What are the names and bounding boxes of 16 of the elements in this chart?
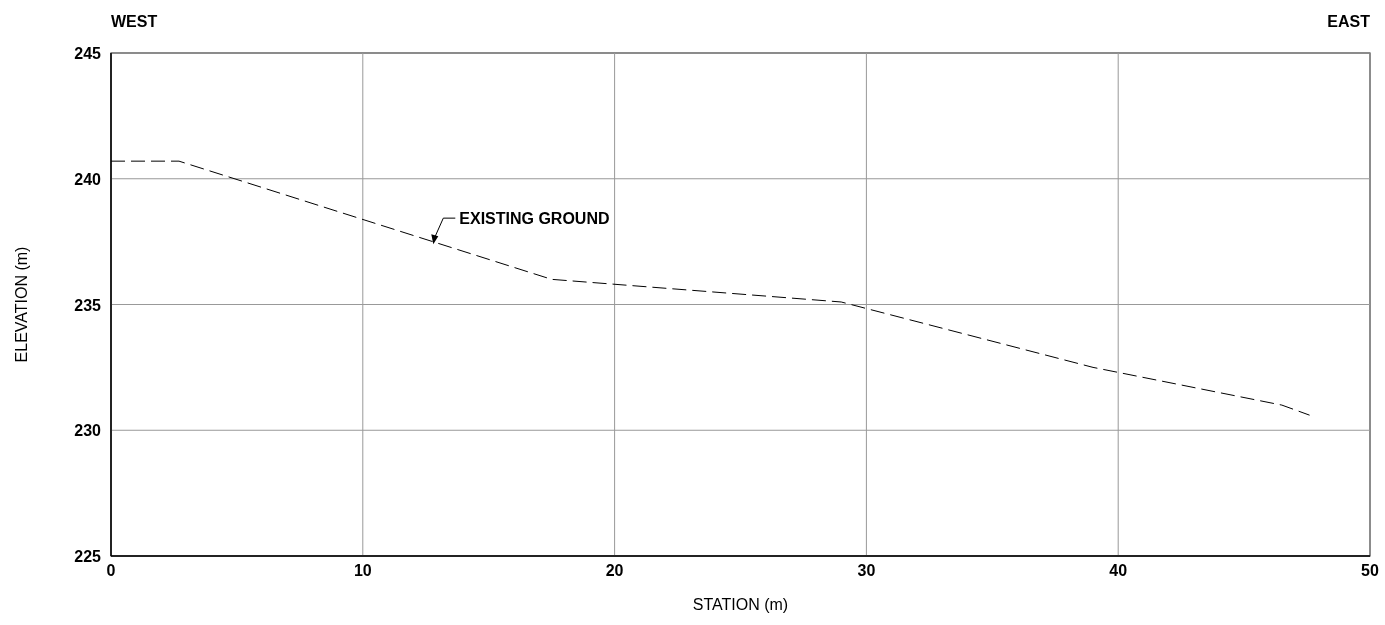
x-axis-title: STATION (m) (692, 596, 789, 613)
x-tick-label: 40 (1109, 562, 1128, 579)
text: EAST (1327, 13, 1371, 30)
x-tick-label: 0 (106, 562, 116, 579)
x-tick-label: 50 (1361, 562, 1379, 579)
y-tick-label: 225 (74, 548, 102, 565)
y-tick-label: 245 (74, 45, 102, 62)
annotation: EXISTING GROUND (459, 210, 610, 228)
y-tick-label: 235 (74, 296, 102, 314)
y-tick-label: 230 (74, 422, 102, 440)
x-tick-label: 10 (353, 562, 372, 579)
y-axis-title: ELEVATION (m) (13, 246, 30, 363)
x-tick-label: 30 (857, 562, 876, 579)
y-tick-label: 240 (74, 170, 102, 188)
text: WEST (111, 13, 158, 30)
x-tick-label: 20 (605, 562, 624, 579)
